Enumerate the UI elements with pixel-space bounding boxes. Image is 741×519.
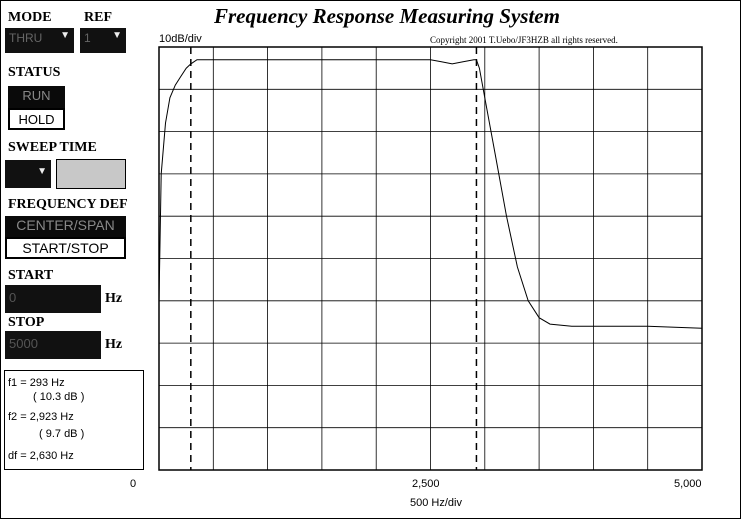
x-axis-label: 500 Hz/div xyxy=(410,497,462,509)
status-label: STATUS xyxy=(8,65,61,80)
x-tick-label-2: 5,000 xyxy=(674,478,702,490)
ref-value: 1 xyxy=(84,31,91,45)
marker-lines xyxy=(190,47,478,470)
y-scale-label: 10dB/div xyxy=(159,33,202,45)
mode-dropdown[interactable]: THRU ▼ xyxy=(5,28,74,53)
sweep-time-label: SWEEP TIME xyxy=(8,140,97,155)
df-readout: df = 2,630 Hz xyxy=(8,450,74,462)
x-tick-label-1: 2,500 xyxy=(412,478,440,490)
mode-value: THRU xyxy=(9,31,43,45)
plot-border xyxy=(158,46,703,471)
plot-grid xyxy=(159,47,702,470)
chevron-down-icon: ▼ xyxy=(112,30,122,41)
frequency-def-label: FREQUENCY DEF xyxy=(8,197,128,212)
response-curve xyxy=(158,59,703,329)
start-unit: Hz xyxy=(105,291,123,306)
sweep-time-dropdown[interactable]: ▼ xyxy=(5,160,51,188)
f1-db-readout: ( 10.3 dB ) xyxy=(33,391,85,403)
mode-label: MODE xyxy=(8,10,52,25)
app-title: Frequency Response Measuring System xyxy=(214,4,560,28)
center-span-button[interactable]: CENTER/SPAN xyxy=(5,216,126,237)
start-label: START xyxy=(8,268,54,283)
x-tick-label-0: 0 xyxy=(130,478,137,490)
start-frequency-input[interactable]: 0 xyxy=(5,285,101,313)
sweep-time-display xyxy=(56,159,126,189)
marker-readout-panel: f1 = 293 Hz ( 10.3 dB ) f2 = 2,923 Hz ( … xyxy=(4,370,144,470)
copyright-notice: Copyright 2001 T.Uebo/JF3HZB all rights … xyxy=(430,35,618,45)
ref-label: REF xyxy=(84,10,112,25)
start-stop-button[interactable]: START/STOP xyxy=(5,237,126,259)
stop-label: STOP xyxy=(8,315,45,330)
ref-dropdown[interactable]: 1 ▼ xyxy=(80,28,126,53)
stop-unit: Hz xyxy=(105,337,123,352)
hold-button[interactable]: HOLD xyxy=(8,108,65,130)
stop-frequency-input[interactable]: 5000 xyxy=(5,331,101,359)
f1-readout: f1 = 293 Hz xyxy=(8,377,65,389)
chevron-down-icon: ▼ xyxy=(60,30,70,41)
f2-db-readout: ( 9.7 dB ) xyxy=(39,428,85,440)
run-button[interactable]: RUN xyxy=(8,86,65,108)
chevron-down-icon: ▼ xyxy=(37,166,47,177)
f2-readout: f2 = 2,923 Hz xyxy=(8,411,74,423)
